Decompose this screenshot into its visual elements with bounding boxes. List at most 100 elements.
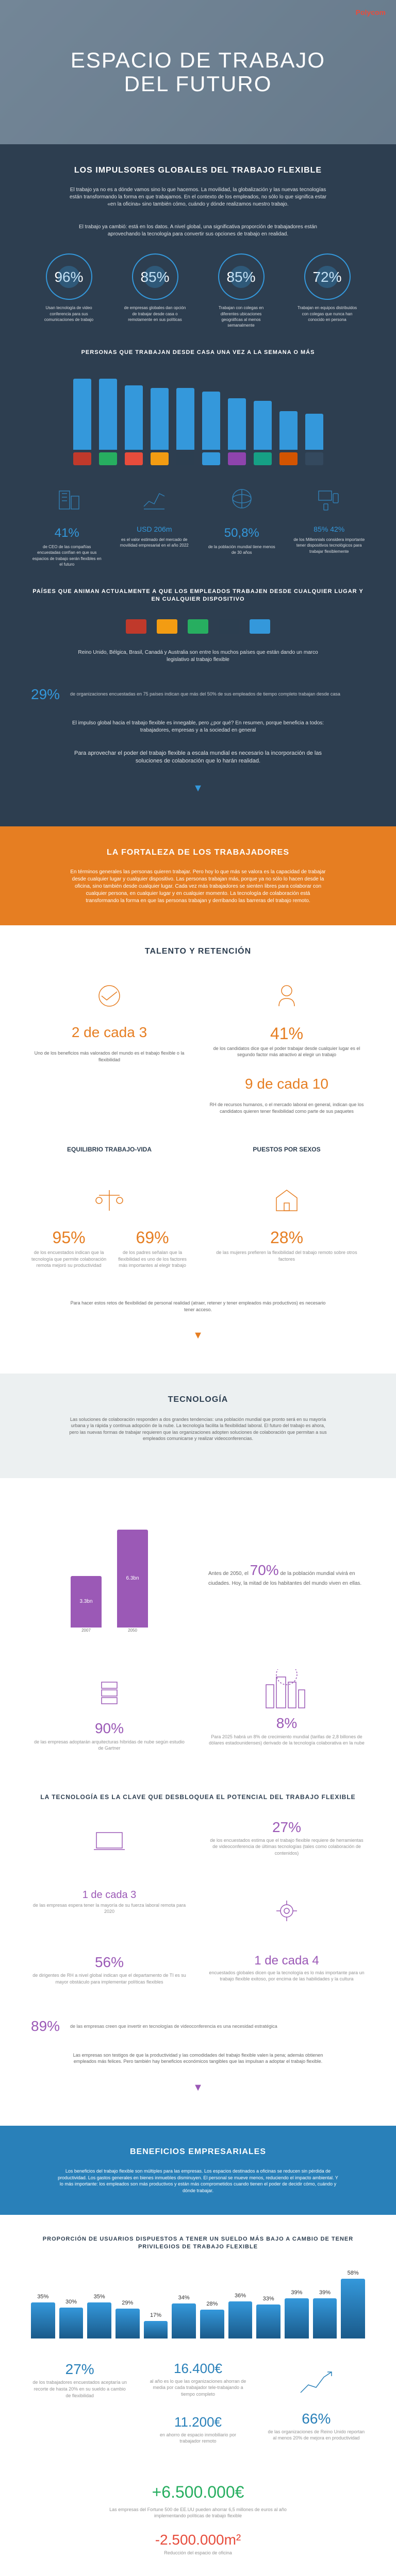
talent-footer: Para hacer estos retos de flexibilidad d… (69, 1300, 327, 1313)
drivers-conclusion: Para aprovechar el poder del trabajo fle… (69, 750, 327, 766)
handshake-icon (31, 980, 188, 1014)
willing-bar: 33% (256, 2304, 280, 2338)
chevron-down-icon: ▼ (31, 1328, 365, 1343)
circle-value: 72% (304, 253, 351, 300)
ratio-1-3: 1 de cada 3 (31, 1888, 188, 1902)
server-icon (31, 1677, 188, 1710)
drivers-bottom: El impulso global hacia el trabajo flexi… (69, 720, 327, 734)
talent-left: 2 de cada 3 Uno de los beneficios más va… (31, 973, 188, 1130)
bar-item (305, 414, 323, 465)
gear-icon (208, 1895, 365, 1929)
hero-section: Polycom ESPACIO DE TRABAJODEL FUTURO (0, 0, 396, 144)
countries-text: Reino Unido, Bélgica, Brasil, Canadá y A… (69, 649, 327, 664)
ratio-1-4-text: encuestados globales dicen que la tecnol… (208, 1970, 365, 1982)
ratio-1-4: 1 de cada 4 (208, 1952, 365, 1970)
pct-89: 89% (31, 2016, 60, 2036)
willing-bar: 39% (313, 2298, 337, 2338)
minus-25m: -2.500.000m² (31, 2530, 365, 2550)
bar-item (151, 388, 169, 465)
talent-right-text2: RH de recursos humanos, o el mercado lab… (208, 1101, 365, 1114)
willing-bar: 39% (285, 2298, 309, 2338)
save2-text: en ahorro de espacio inmobiliario por tr… (149, 2432, 246, 2445)
pct-66: 66% (268, 2409, 365, 2429)
bar-item (176, 388, 194, 465)
talent-title: TALENTO Y RETENCIÓN (31, 946, 365, 957)
benefits-body: PROPORCIÓN DE USUARIOS DISPUESTOS A TENE… (0, 2215, 396, 2576)
bar-item (99, 379, 117, 465)
plus-text: Las empresas del Fortune 500 de EE.UU pu… (95, 2506, 301, 2519)
scale-icon (31, 1185, 188, 1218)
house-icon (208, 1185, 365, 1218)
city-icon (261, 1669, 312, 1713)
tech-body: 3.3bn2007 6.3bn2050 Antes de 2050, el 70… (0, 1478, 396, 2126)
flag-icon (188, 619, 208, 634)
stat-label: de CEO de las compañías encuestadas conf… (31, 544, 103, 567)
pct-69: 69% (117, 1226, 188, 1249)
building-icon (31, 486, 103, 519)
willing-chart: 35%30%35%29%17%34%28%36%33%39%39%58% (31, 2266, 365, 2338)
minus-text: Reducción del espacio de oficina (69, 2550, 327, 2556)
willing-bar: 29% (116, 2309, 140, 2338)
willing-bar: 30% (59, 2308, 84, 2338)
chevron-down-icon: ▼ (31, 781, 365, 795)
willing-title: PROPORCIÓN DE USUARIOS DISPUESTOS A TENE… (31, 2235, 365, 2251)
benefits-section: BENEFICIOS EMPRESARIALES Los beneficios … (0, 2126, 396, 2215)
circle-stat: 96% Usan tecnología de video conferencia … (31, 253, 107, 328)
circle-stat: 85%Trabajan con colegas en diferentes ub… (203, 253, 279, 328)
stat-value: 85% 42% (293, 524, 366, 535)
pct-28: 28% (208, 1226, 365, 1249)
pct-90: 90% (31, 1718, 188, 1738)
bar-item (228, 398, 246, 465)
save-11200: 11.200€ (149, 2413, 246, 2431)
circle-value: 96% (46, 253, 92, 300)
balance-col: 95%de los encuestados indican que la tec… (31, 1177, 188, 1284)
gender-col: 28% de las mujeres prefieren la flexibil… (208, 1177, 365, 1284)
pct-8: 8% (208, 1713, 365, 1733)
population-chart: 3.3bn2007 6.3bn2050 (31, 1530, 188, 1633)
willing-bar: 35% (31, 2302, 55, 2338)
circle-value: 85% (132, 253, 178, 300)
bar-2007: 3.3bn (71, 1576, 102, 1628)
workers-text: En términos generales las personas quier… (69, 869, 327, 905)
workers-section: LA FORTALEZA DE LOS TRABAJADORES En térm… (0, 826, 396, 925)
chart-icon (119, 486, 191, 519)
chart-up-icon (268, 2367, 365, 2400)
willing-bar: 17% (144, 2321, 168, 2338)
flag-icon (250, 619, 270, 634)
talent-left-big: 2 de cada 3 (31, 1022, 188, 1042)
pct-56-text: de dirigentes de RH a nivel global indic… (31, 1972, 188, 1985)
bar-item (202, 392, 220, 465)
pct-56: 56% (31, 1952, 188, 1972)
save1-text: al año es lo que las organizaciones ahor… (149, 2378, 246, 2398)
stat-value: 50,8% (206, 524, 278, 542)
drivers-subtitle: El trabajo ya cambió: está en los datos.… (69, 224, 327, 238)
circle-label: Trabajan en equipos distribuidos con col… (296, 305, 358, 323)
bar-label: 2007 (71, 1628, 102, 1633)
pct-69-text: de los padres señalan que la flexibilida… (117, 1249, 188, 1269)
stat-item: 41%de CEO de las compañías encuestadas c… (31, 486, 103, 567)
circle-label: Trabajan con colegas en diferentes ubica… (210, 305, 272, 328)
laptop-icon (31, 1825, 188, 1858)
drivers-title: LOS IMPULSORES GLOBALES DEL TRABAJO FLEX… (31, 165, 365, 176)
bars-title: PERSONAS QUE TRABAJAN DESDE CASA UNA VEZ… (31, 349, 365, 357)
circle-label: Usan tecnología de video conferencia par… (38, 305, 100, 323)
drivers-intro: El trabajo ya no es a dónde vamos sino l… (69, 187, 327, 208)
flag-icon (157, 619, 177, 634)
brand-logo: Polycom (356, 8, 386, 18)
pop-text: Antes de 2050, el 70% de la población mu… (208, 1560, 365, 1587)
circle-label: de empresas globales dan opción de traba… (124, 305, 186, 323)
stat-label: de la población mundial tiene menos de 3… (206, 544, 278, 555)
pct-95: 95% (31, 1226, 107, 1249)
countries-title: PAÍSES QUE ANIMAN ACTUALMENTE A QUE LOS … (31, 588, 365, 604)
pct-28-text: de las mujeres prefieren la flexibilidad… (208, 1249, 365, 1262)
pct-95-text: de los encuestados indican que la tecnol… (31, 1249, 107, 1269)
tech-title: TECNOLOGÍA (31, 1394, 365, 1405)
bar-label: 2050 (117, 1628, 148, 1633)
flag-icon (126, 619, 146, 634)
save-16400: 16.400€ (149, 2359, 246, 2378)
pct-29: 29% (31, 684, 60, 704)
bar-2050: 6.3bn (117, 1530, 148, 1628)
tech-intro: Las soluciones de colaboración responden… (69, 1416, 327, 1442)
pct-27: 27% (208, 1817, 365, 1837)
stat-item: 85% 42%de los Millennials considera impo… (293, 486, 366, 567)
